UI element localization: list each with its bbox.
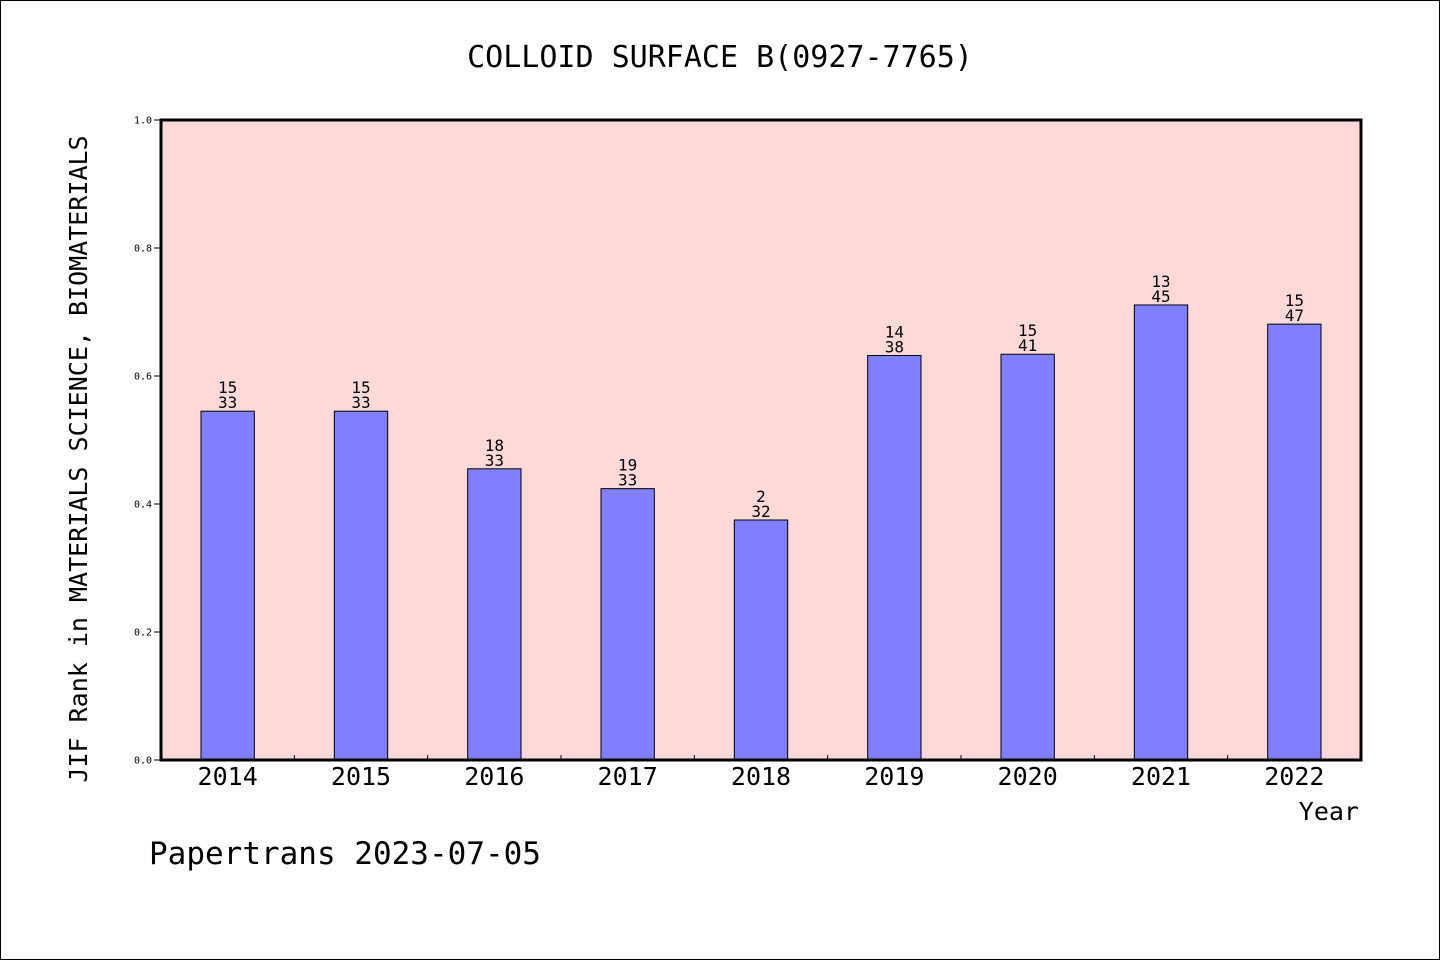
y-axis-label: JIF Rank in MATERIALS SCIENCE, BIOMATERI… [64,135,93,782]
bar-2016 [467,468,522,761]
bar-2020 [1000,353,1055,761]
x-tick-label: 2015 [331,762,391,791]
bar-2014 [200,410,255,761]
data-label-rank: 14 [885,323,904,342]
bars [200,304,1322,761]
data-label-rank: 18 [485,436,504,455]
data-label-rank: 15 [1285,291,1304,310]
data-label-total: 41 [1018,336,1037,355]
data-label-rank: 19 [618,456,637,475]
data-label-rank: 13 [1151,272,1170,291]
y-axis-ticks: 0.0 0.2 0.4 0.6 0.8 1.0 [134,116,161,767]
data-label-total: 33 [351,393,370,412]
data-label-total: 45 [1151,287,1170,306]
bar-2017 [600,488,655,761]
bar-2021 [1133,304,1189,761]
x-tick-label: 2022 [1264,762,1324,791]
y-tick-label: 0.8 [134,244,152,255]
bar-2018 [733,519,789,761]
data-label-rank: 15 [218,378,237,397]
x-tick-label: 2017 [598,762,658,791]
x-tick-label: 2016 [464,762,524,791]
y-tick-label: 1.0 [134,116,152,127]
y-tick-label: 0.2 [134,628,152,639]
bar-2015 [333,410,389,761]
footer-text: Papertrans 2023-07-05 [149,836,541,872]
data-label-rank: 15 [351,378,370,397]
x-tick-label: 2014 [198,762,258,791]
x-tick-label: 2018 [731,762,791,791]
data-label-total: 47 [1285,306,1304,325]
x-tick-label: 2020 [998,762,1058,791]
y-tick-label: 0.4 [134,500,152,511]
plot-border [159,118,1363,762]
data-label-total: 33 [618,471,637,490]
x-axis-label: Year [1299,797,1359,826]
data-label-total: 38 [885,338,904,357]
data-label-rank: 2 [756,487,766,506]
chart-title: COLLOID SURFACE B(0927-7765) [467,40,973,75]
bar-2019 [867,355,922,761]
x-tick-label: 2019 [864,762,924,791]
x-axis-ticks: 2014 2015 2016 2017 2018 2019 2020 2021 2022 [198,755,1324,791]
data-label-rank: 15 [1018,321,1037,340]
data-label-total: 33 [218,393,237,412]
y-tick-label: 0.6 [134,372,152,383]
data-label-total: 32 [751,502,770,521]
data-label-total: 33 [485,451,504,470]
x-tick-label: 2021 [1131,762,1191,791]
bar-2022 [1267,323,1322,761]
y-tick-label: 0.0 [134,756,152,767]
